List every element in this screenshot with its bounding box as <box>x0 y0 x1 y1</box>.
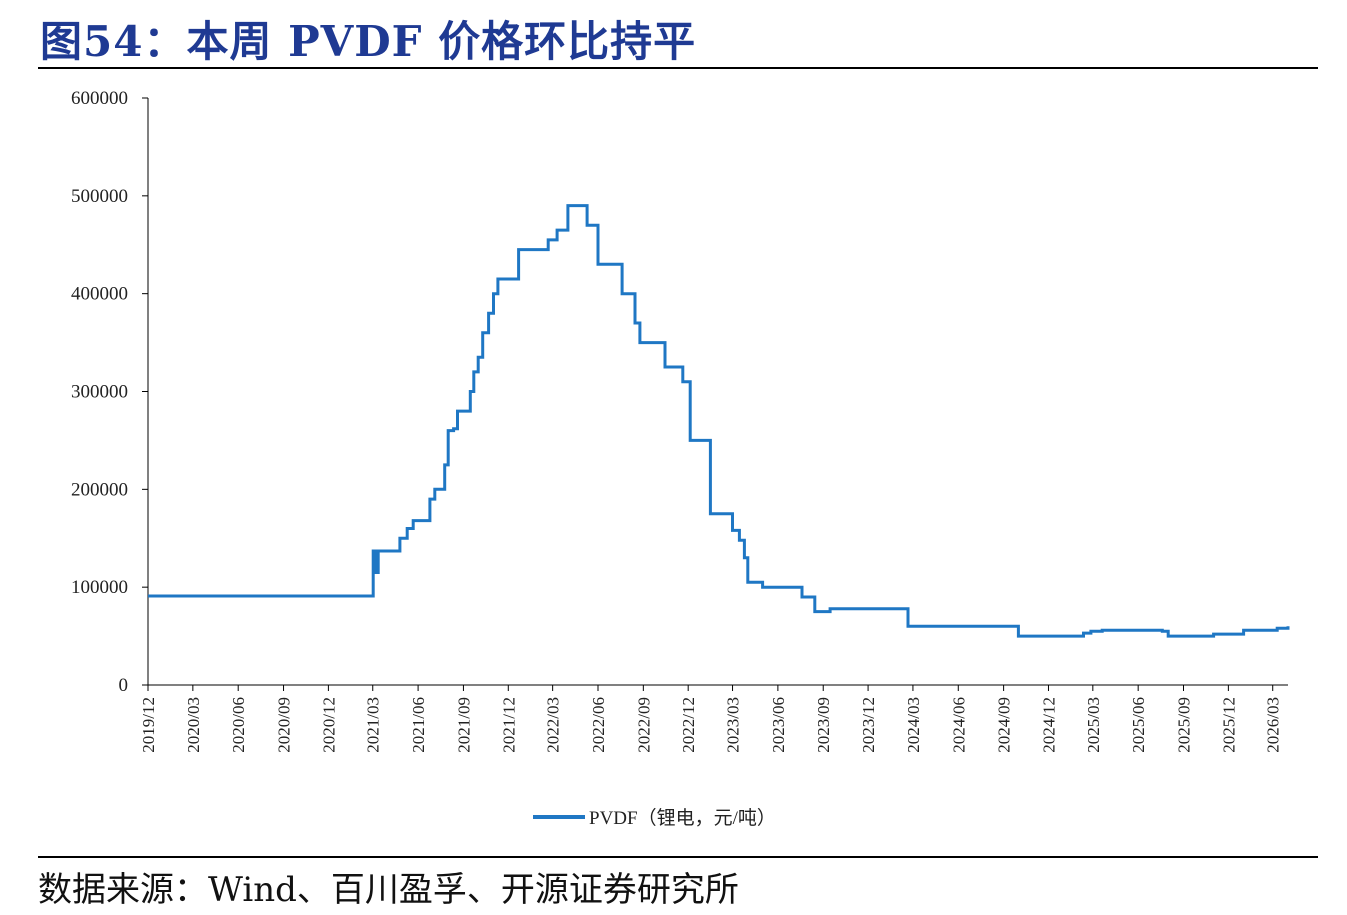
y-axis: 0 100000 200000 300000 400000 500000 600000 <box>71 88 149 696</box>
title-divider <box>38 67 1318 69</box>
y-tick-label: 300000 <box>71 382 128 403</box>
x-tick-label: 2020/09 <box>275 697 294 753</box>
x-tick-label: 2021/06 <box>409 697 428 753</box>
x-tick-label: 2019/12 <box>139 697 158 753</box>
x-tick-label: 2022/03 <box>544 697 563 753</box>
x-tick-label: 2022/06 <box>589 697 608 753</box>
x-tick-label: 2023/03 <box>724 697 743 753</box>
series-line-pvdf <box>148 204 1290 638</box>
y-tick-label: 0 <box>119 675 129 696</box>
x-tick-label: 2022/09 <box>634 697 653 753</box>
y-tick-label: 400000 <box>71 284 128 305</box>
x-tick-label: 2026/03 <box>1264 697 1283 753</box>
x-axis: 2019/12 2020/03 2020/06 2020/09 2020/12 2021/… <box>139 684 1288 753</box>
source-note: 数据来源：Wind、百川盈孚、开源证券研究所 <box>38 870 739 910</box>
y-tick-label: 200000 <box>71 479 128 500</box>
x-tick-label: 2020/12 <box>319 697 338 753</box>
y-tick-label: 100000 <box>71 577 128 598</box>
source-divider <box>38 856 1318 858</box>
x-tick-label: 2021/03 <box>364 697 383 753</box>
x-tick-label: 2021/09 <box>454 697 473 753</box>
x-tick-label: 2021/12 <box>499 697 518 753</box>
x-tick-label: 2024/09 <box>995 697 1014 753</box>
x-tick-label: 2025/06 <box>1129 697 1148 753</box>
x-tick-label: 2023/12 <box>859 697 878 753</box>
x-tick-label: 2023/09 <box>814 697 833 753</box>
legend: PVDF（锂电，元/吨） <box>533 807 776 829</box>
series-group <box>148 204 1290 638</box>
y-tick-label: 600000 <box>71 88 128 109</box>
legend-label: PVDF（锂电，元/吨） <box>589 807 776 829</box>
x-tick-label: 2020/03 <box>184 697 203 753</box>
pvdf-price-chart: 0 100000 200000 300000 400000 500000 600000 20… <box>71 88 1290 829</box>
x-tick-label: 2024/03 <box>904 697 923 753</box>
x-tick-label: 2023/06 <box>769 697 788 753</box>
x-tick-label: 2024/06 <box>949 697 968 753</box>
x-tick-label: 2025/03 <box>1084 697 1103 753</box>
x-tick-label: 2025/09 <box>1175 697 1194 753</box>
x-tick-label: 2025/12 <box>1219 697 1238 753</box>
x-tick-label: 2020/06 <box>229 697 248 753</box>
y-tick-label: 500000 <box>71 186 128 207</box>
x-tick-label: 2024/12 <box>1039 697 1058 753</box>
page-title: 图54：本周 PVDF 价格环比持平 <box>40 17 697 66</box>
x-tick-label: 2022/12 <box>679 697 698 753</box>
